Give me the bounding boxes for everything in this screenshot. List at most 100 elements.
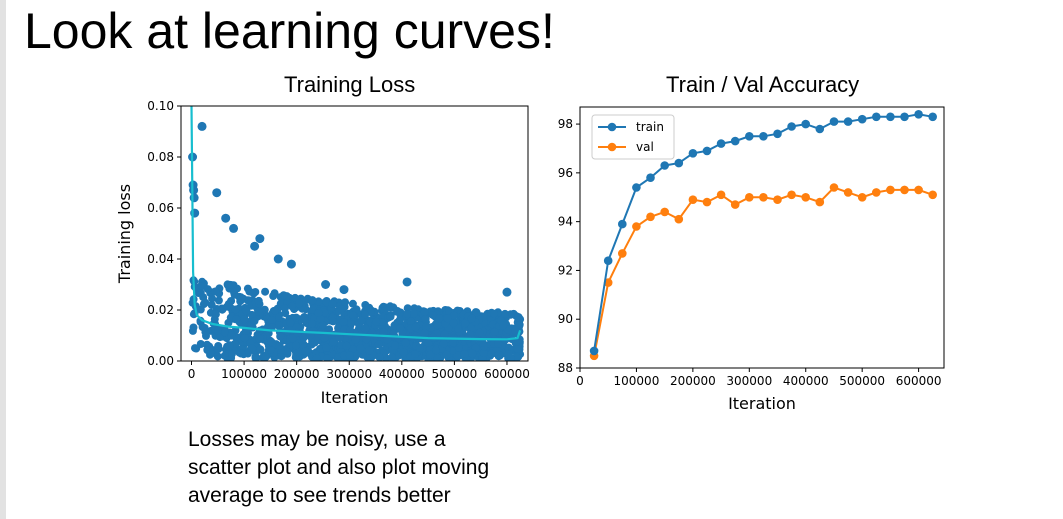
caption-line: Losses may be noisy, use a — [188, 428, 446, 451]
loss-scatter-point — [356, 344, 365, 353]
val-point — [829, 183, 839, 192]
loss-scatter-point — [267, 337, 276, 346]
loss-scatter-point — [424, 339, 433, 347]
acc-x-tick-label: 200000 — [670, 374, 716, 388]
loss-scatter-point — [188, 326, 197, 335]
legend-train-marker — [607, 122, 617, 132]
loss-scatter-point — [453, 351, 462, 360]
loss-scatter-point — [220, 351, 229, 360]
loss-scatter-point — [200, 324, 209, 332]
loss-scatter-point — [261, 353, 270, 361]
val-point — [787, 190, 796, 200]
loss-outlier-point — [321, 280, 331, 289]
loss-scatter-point — [251, 288, 260, 296]
acc-x-tick-label: 600000 — [896, 374, 942, 388]
train-point — [702, 146, 712, 156]
loss-scatter-point — [435, 314, 444, 323]
loss-scatter-point — [339, 318, 348, 326]
loss-scatter-point — [386, 302, 395, 311]
loss-outlier-point — [402, 277, 412, 287]
val-point — [886, 185, 895, 195]
loss-scatter-point — [346, 326, 354, 335]
loss-scatter-point — [287, 302, 296, 311]
loss-scatter-point — [308, 296, 317, 305]
loss-scatter-point — [285, 340, 294, 349]
accuracy-chart-title: Train / Val Accuracy — [666, 72, 860, 97]
loss-scatter-point — [276, 332, 285, 341]
loss-scatter-point — [274, 321, 283, 330]
loss-scatter-point — [251, 353, 260, 361]
train-point — [730, 136, 740, 146]
loss-scatter-point — [506, 310, 515, 319]
acc-y-tick-label: 92 — [558, 263, 573, 277]
loss-scatter-point — [478, 339, 487, 347]
val-point — [716, 190, 726, 200]
loss-scatter-point — [299, 333, 308, 342]
loss-x-tick-label: 100000 — [221, 367, 267, 381]
loss-scatter-point — [391, 341, 399, 350]
loss-scatter-point — [308, 319, 316, 328]
loss-scatter-point — [291, 293, 300, 302]
loss-scatter-point — [232, 315, 241, 324]
loss-scatter-point — [203, 285, 212, 294]
val-point — [857, 193, 867, 202]
loss-y-tick-label: 0.08 — [147, 150, 174, 164]
loss-scatter-point — [280, 304, 289, 313]
loss-scatter-point — [320, 334, 329, 342]
loss-outlier-point — [212, 188, 222, 198]
val-point — [730, 200, 740, 209]
loss-scatter-point — [352, 350, 361, 359]
loss-scatter-point — [440, 330, 449, 339]
loss-x-tick-label: 0 — [188, 367, 196, 381]
loss-x-axis-label: Iteration — [321, 388, 389, 407]
loss-scatter-point — [511, 326, 520, 335]
train-point — [632, 183, 641, 192]
loss-scatter-point — [433, 320, 442, 329]
caption: Losses may be noisy, use a scatter plot … — [188, 426, 548, 510]
loss-scatter-point — [214, 342, 223, 350]
val-point — [618, 249, 627, 258]
loss-scatter-point — [211, 310, 220, 319]
acc-y-tick-label: 98 — [558, 117, 573, 131]
train-point — [801, 119, 810, 129]
loss-scatter-point — [225, 341, 234, 350]
loss-scatter-point — [231, 305, 240, 314]
loss-x-tick-label: 500000 — [431, 367, 477, 381]
loss-scatter-point — [494, 339, 503, 348]
loss-scatter-point — [237, 349, 246, 358]
loss-outlier-point — [339, 285, 349, 295]
loss-outlier-point — [221, 213, 231, 223]
loss-scatter-point — [300, 313, 309, 321]
loss-scatter-point — [410, 309, 418, 318]
loss-scatter-point — [318, 321, 327, 330]
train-point — [660, 161, 669, 170]
loss-plot-area — [188, 106, 525, 361]
loss-scatter-point — [422, 322, 431, 331]
loss-scatter-point — [514, 313, 523, 322]
loss-scatter-point — [468, 349, 477, 358]
train-point — [589, 346, 599, 356]
loss-scatter-point — [341, 298, 350, 307]
loss-outlier-point — [273, 254, 283, 264]
loss-scatter-point — [449, 319, 458, 327]
slide-title: Look at learning curves! — [24, 3, 555, 59]
loss-scatter-cloud — [188, 276, 525, 361]
loss-scatter-point — [255, 335, 264, 344]
loss-scatter-point — [347, 319, 356, 328]
loss-scatter-point — [292, 341, 300, 350]
loss-scatter-point — [467, 314, 476, 323]
loss-scatter-point — [207, 349, 215, 358]
training-loss-title: Training Loss — [284, 72, 416, 97]
train-point — [759, 132, 768, 141]
loss-scatter-point — [475, 328, 484, 337]
loss-scatter-point — [461, 319, 470, 328]
val-point — [815, 197, 825, 207]
acc-y-tick-label: 96 — [558, 166, 573, 180]
acc-plot-frame — [579, 106, 945, 369]
loss-scatter-point — [411, 350, 420, 358]
train-point — [843, 117, 853, 126]
loss-scatter-point — [362, 335, 371, 344]
loss-scatter-point — [378, 318, 387, 326]
loss-scatter-point — [227, 331, 236, 340]
loss-scatter-point — [374, 340, 383, 349]
